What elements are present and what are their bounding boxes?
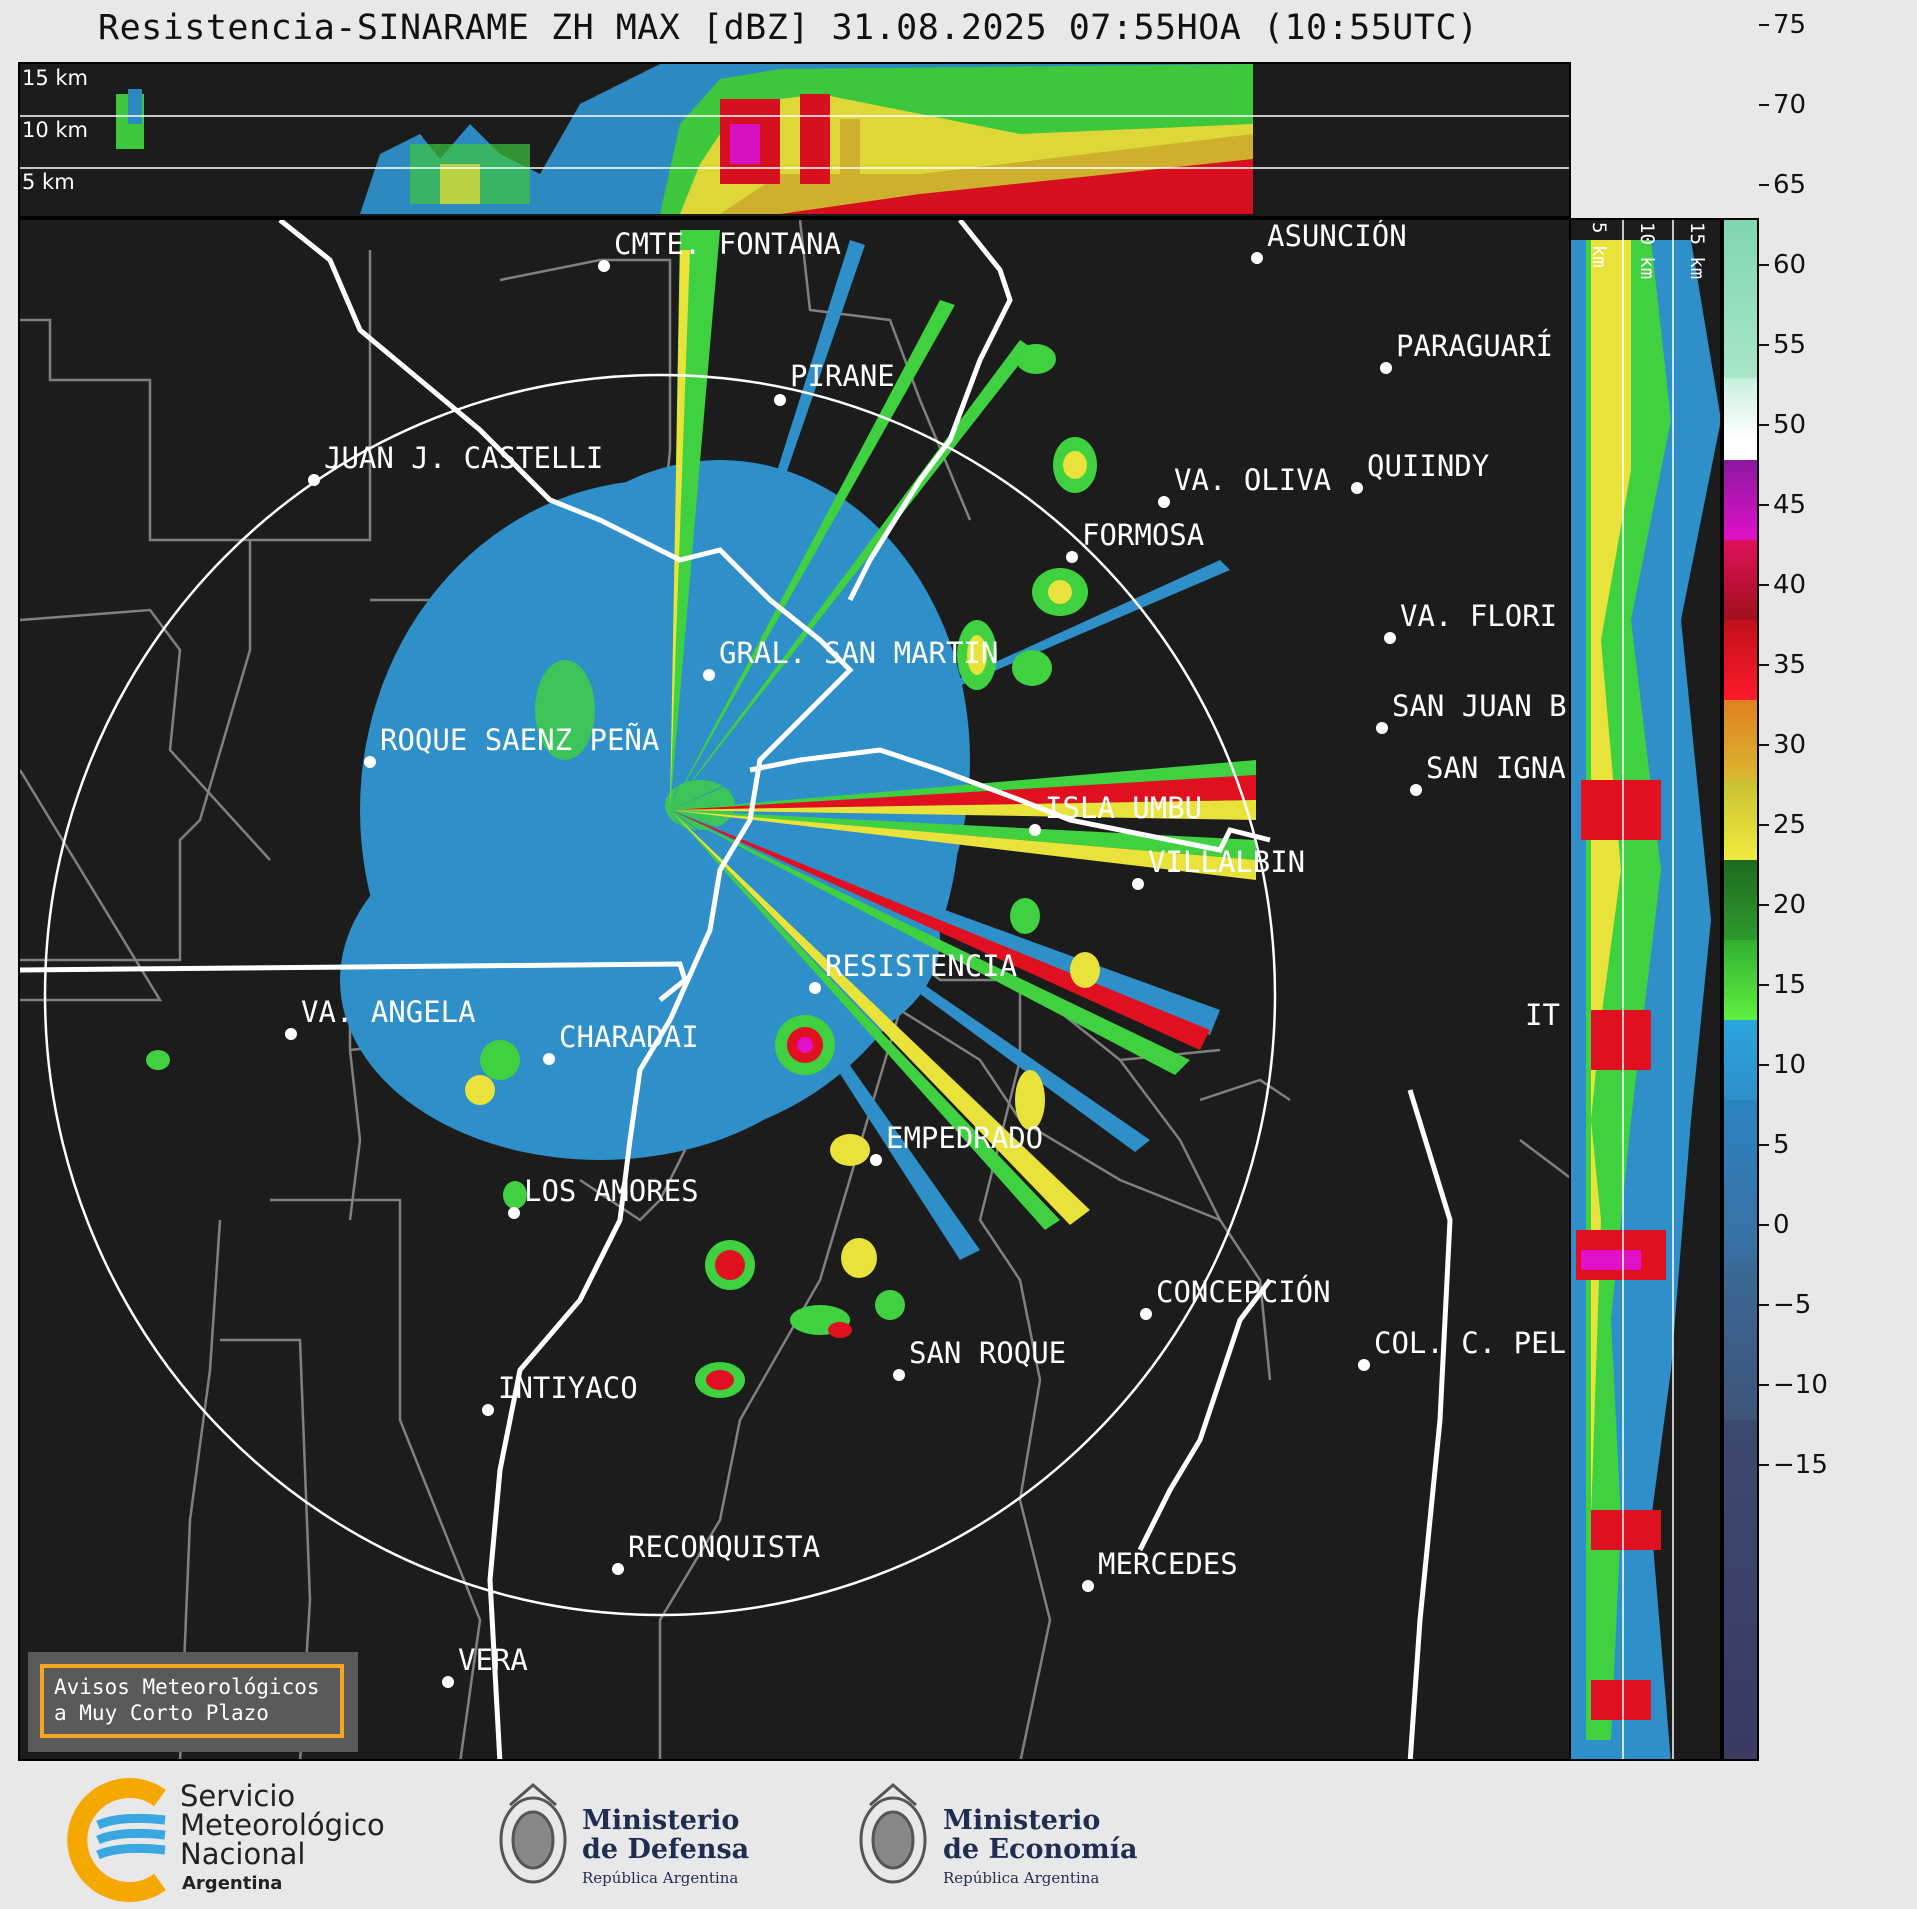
smn-line-3: Nacional — [180, 1837, 306, 1871]
economia-line-1: Ministerio — [943, 1805, 1101, 1836]
top-alt-label-5km: 5 km — [22, 170, 75, 194]
cb-tick-5: 5 — [1773, 1130, 1790, 1160]
cb-tick-55: 55 — [1773, 330, 1807, 360]
side-alt-label-10km: 10 km — [1636, 222, 1658, 279]
defensa-emblem-icon — [499, 1783, 567, 1884]
cb-tick-45: 45 — [1773, 490, 1807, 520]
economia-emblem-icon — [859, 1783, 927, 1884]
cb-tick-30: 30 — [1773, 730, 1807, 760]
page-title: Resistencia-SINARAME ZH MAX [dBZ] 31.08.… — [98, 8, 1479, 48]
warnings-badge[interactable]: Avisos Meteorológicos a Muy Corto Plazo — [28, 1652, 358, 1752]
cb-tick-60: 60 — [1773, 250, 1807, 280]
cb-tick-15: 15 — [1773, 970, 1807, 1000]
cb-tick-minus10: −10 — [1773, 1370, 1828, 1400]
top-alt-label-15km: 15 km — [22, 66, 89, 90]
cb-tick-minus15: −15 — [1773, 1450, 1828, 1480]
warnings-badge-frame: Avisos Meteorológicos a Muy Corto Plazo — [40, 1664, 344, 1738]
rivers — [20, 220, 1453, 1759]
badge-line-1: Avisos Meteorológicos — [54, 1675, 320, 1699]
colorbar — [1722, 218, 1759, 1761]
top-cross-section-panel: 15 km 10 km 5 km — [18, 62, 1571, 218]
side-cross-section-panel: 5 km 10 km 15 km — [1569, 218, 1722, 1761]
cb-tick-50: 50 — [1773, 410, 1807, 440]
radar-map-panel[interactable]: CMTE. FONTANA PIRANE JUAN J. CASTELLI GR… — [18, 218, 1571, 1761]
footer-logos — [67, 1778, 927, 1902]
range-ring — [43, 373, 1277, 1617]
side-alt-label-15km: 15 km — [1686, 222, 1708, 279]
cb-tick-minus5: −5 — [1773, 1290, 1812, 1320]
side-cross-section-echoes: 5 km 10 km 15 km — [1571, 220, 1720, 1759]
cb-tick-65: 65 — [1773, 170, 1807, 200]
smn-wordmark: Servicio Meteorológico Nacional Argentin… — [180, 1782, 385, 1898]
cb-tick-0: 0 — [1773, 1210, 1790, 1240]
defensa-line-3: República Argentina — [582, 1869, 739, 1887]
cb-tick-40: 40 — [1773, 570, 1807, 600]
defensa-wordmark: Ministerio de Defensa República Argentin… — [582, 1806, 749, 1893]
radar-map — [20, 220, 1569, 1759]
smn-line-2: Meteorológico — [180, 1808, 385, 1842]
cb-tick-70: 70 — [1773, 90, 1807, 120]
badge-line-2: a Muy Corto Plazo — [54, 1701, 269, 1725]
cb-tick-20: 20 — [1773, 890, 1807, 920]
radar-echoes — [146, 230, 1256, 1398]
cb-tick-75: 75 — [1773, 10, 1807, 40]
smn-line-4: Argentina — [182, 1873, 283, 1894]
economia-line-3: República Argentina — [943, 1869, 1100, 1887]
smn-logo-icon — [67, 1778, 166, 1902]
defensa-line-2: de Defensa — [582, 1834, 750, 1865]
cb-tick-25: 25 — [1773, 810, 1807, 840]
top-cross-section-echoes — [20, 64, 1569, 214]
economia-line-2: de Economía — [943, 1834, 1138, 1865]
economia-wordmark: Ministerio de Economía República Argenti… — [943, 1806, 1137, 1893]
cb-tick-10: 10 — [1773, 1050, 1807, 1080]
side-alt-label-5km: 5 km — [1588, 222, 1610, 268]
footer: Servicio Meteorológico Nacional Argentin… — [0, 1770, 1917, 1909]
top-alt-label-10km: 10 km — [22, 118, 89, 142]
cb-tick-35: 35 — [1773, 650, 1807, 680]
smn-line-1: Servicio — [180, 1779, 296, 1813]
defensa-line-1: Ministerio — [582, 1805, 740, 1836]
